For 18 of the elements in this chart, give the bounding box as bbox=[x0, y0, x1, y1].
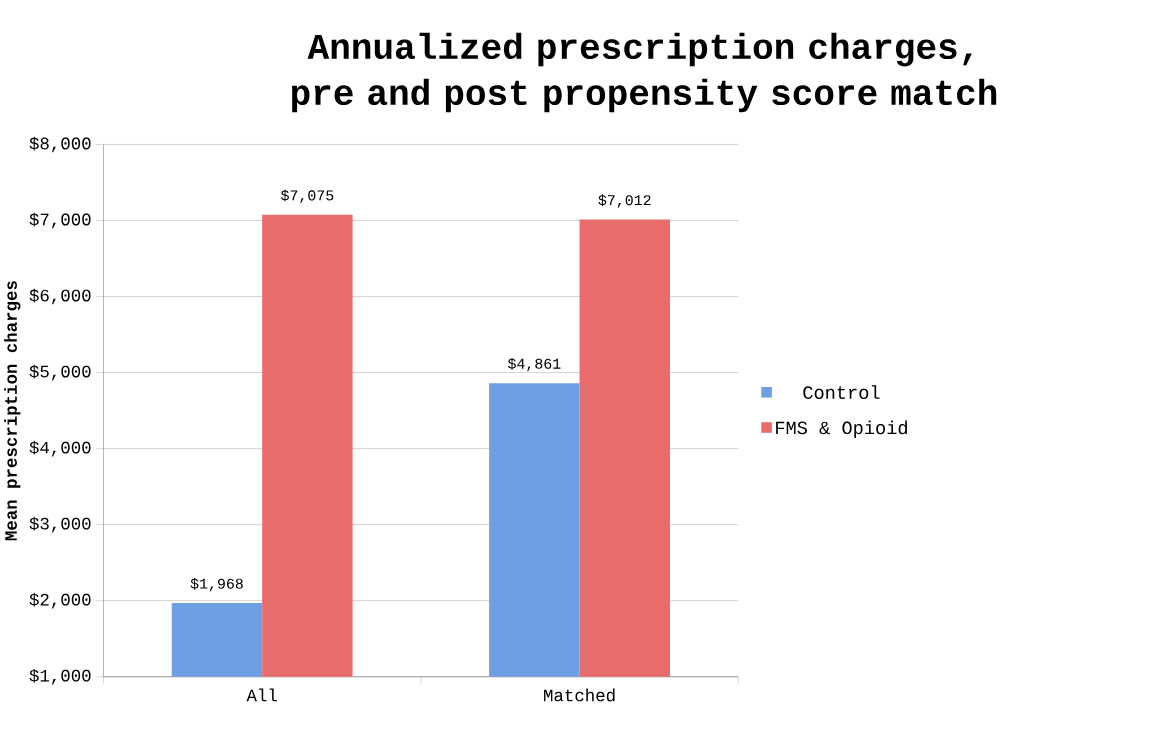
chart-title: Annualized prescription charges, pre and post propensity score match bbox=[292, 32, 997, 113]
y-axis-title: Mean prescription charges bbox=[4, 281, 21, 541]
x-tick-label: All bbox=[246, 688, 277, 702]
legend-label: Control bbox=[803, 385, 880, 400]
y-tick-label: $5,000 bbox=[29, 364, 91, 381]
data-label: $7,075 bbox=[281, 189, 334, 204]
y-tick-label: $4,000 bbox=[29, 440, 91, 457]
x-tick-label: Matched bbox=[544, 688, 615, 702]
data-label: $4,861 bbox=[507, 358, 561, 372]
y-tick-label: $8,000 bbox=[29, 136, 91, 153]
legend-label: FMS & Opioid bbox=[776, 420, 907, 439]
y-tick-label: $1,000 bbox=[29, 669, 91, 685]
y-tick-label: $6,000 bbox=[29, 288, 91, 305]
data-label: $1,968 bbox=[190, 578, 243, 592]
y-tick-label: $7,000 bbox=[29, 212, 91, 229]
y-tick-label: $2,000 bbox=[29, 592, 91, 609]
data-label: $7,012 bbox=[598, 194, 651, 208]
y-tick-label: $3,000 bbox=[29, 516, 91, 533]
